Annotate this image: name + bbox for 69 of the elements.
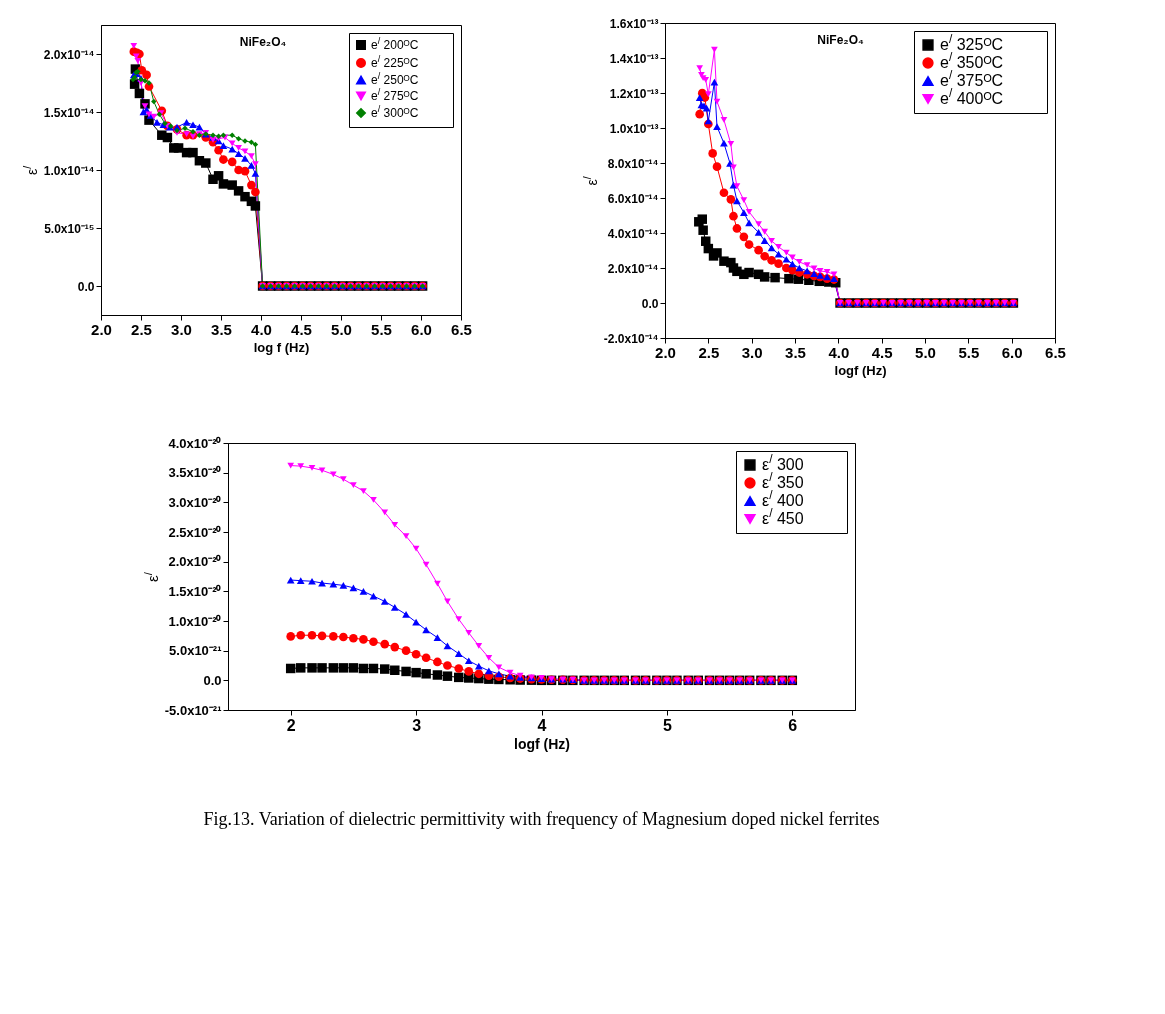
x-tick-label: 5.0 [915, 343, 936, 361]
y-tick-label: 3.5x10⁻²⁰ [168, 465, 222, 481]
y-tick-label: -2.0x10⁻¹⁴ [603, 331, 659, 346]
x-tick-label: 2.5 [698, 343, 720, 361]
x-tick-label: 3.5 [785, 343, 806, 361]
x-tick-label: 3.0 [171, 320, 192, 338]
legend-label: e$^{/}$ 300ᴼC [371, 104, 419, 120]
legend-label: e$^{/}$ 400ᴼC [940, 86, 1004, 107]
x-axis-title: logf (Hz) [834, 362, 887, 378]
y-tick-label: 1.2x10⁻¹³ [609, 86, 659, 101]
x-tick-label: 6.0 [1001, 343, 1023, 361]
x-axis-title: log f (Hz) [253, 339, 310, 355]
legend-label: e$^{/}$ 250ᴼC [371, 71, 419, 87]
y-tick-label: 3.0x10⁻²⁰ [168, 494, 222, 510]
legend-label: ε$^{/}$ 300 [762, 452, 804, 473]
legend-label: e$^{/}$ 375ᴼC [940, 68, 1004, 89]
y-tick-label: 5.0x10⁻²¹ [169, 643, 222, 659]
y-tick-label: 1.4x10⁻¹³ [609, 51, 659, 66]
y-tick-label: 1.0x10⁻²⁰ [168, 613, 222, 629]
x-tick-label: 2 [286, 716, 296, 734]
y-tick-label: 4.0x10⁻¹⁴ [607, 226, 659, 241]
x-tick-label: 2.0 [655, 343, 676, 361]
x-tick-label: 4.5 [291, 320, 312, 338]
x-tick-label: 2.0 [91, 320, 112, 338]
y-tick-label: 8.0x10⁻¹⁴ [607, 156, 659, 171]
x-tick-label: 5 [662, 716, 672, 734]
y-tick-label: 1.5x10⁻²⁰ [168, 583, 222, 599]
legend-label: ε$^{/}$ 350 [762, 470, 804, 491]
y-tick-label: 1.5x10⁻¹⁴ [43, 105, 95, 120]
text: NiFe₂O₄ [239, 35, 287, 49]
caption: Fig.13. Variation of dielectric permittivity with frequency of Magnesium doped nickel ferrites [203, 809, 880, 829]
y-tick-label: 1.0x10⁻¹³ [609, 121, 659, 136]
y-tick-label: 0.0 [77, 279, 95, 294]
y-tick-label: 2.5x10⁻²⁰ [168, 524, 222, 540]
x-tick-label: 5.5 [371, 320, 392, 338]
y-tick-label: 2.0x10⁻¹⁴ [607, 261, 659, 276]
y-tick-label: 2.0x10⁻²⁰ [168, 554, 222, 570]
x-tick-label: 5.0 [331, 320, 352, 338]
y-tick-label: 5.0x10⁻¹⁵ [44, 221, 95, 236]
y-tick-label: 2.0x10⁻¹⁴ [43, 47, 95, 62]
y-tick-label: -5.0x10⁻²¹ [164, 702, 222, 718]
x-tick-label: 4.0 [828, 343, 850, 361]
y-tick-label: 1.0x10⁻¹⁴ [43, 163, 95, 178]
y-tick-label: 6.0x10⁻¹⁴ [607, 191, 659, 206]
x-tick-label: 6.0 [411, 320, 432, 338]
y-tick-label: 0.0 [203, 672, 222, 688]
x-tick-label: 4 [537, 716, 547, 734]
x-axis-title: logf (Hz) [514, 735, 570, 752]
y-tick-label: 4.0x10⁻²⁰ [168, 435, 222, 451]
legend-label: e$^{/}$ 225ᴼC [371, 54, 419, 70]
text: NiFe₂O₄ [817, 33, 864, 47]
x-tick-label: 4.0 [251, 320, 272, 338]
x-tick-label: 3.5 [211, 320, 232, 338]
y-tick-label: 0.0 [641, 296, 659, 311]
x-tick-label: 6.5 [451, 320, 472, 338]
x-tick-label: 6 [788, 716, 798, 734]
x-tick-label: 4.5 [871, 343, 893, 361]
legend-label: e$^{/}$ 200ᴼC [371, 36, 419, 52]
x-tick-label: 6.5 [1045, 343, 1066, 361]
x-tick-label: 2.5 [131, 320, 152, 338]
y-tick-label: 1.6x10⁻¹³ [609, 16, 659, 31]
x-tick-label: 3 [412, 716, 422, 734]
legend-label: ε$^{/}$ 450 [762, 506, 804, 527]
legend-label: e$^{/}$ 325ᴼC [940, 32, 1004, 53]
x-tick-label: 3.0 [741, 343, 763, 361]
legend-label: e$^{/}$ 275ᴼC [371, 87, 419, 103]
legend-label: ε$^{/}$ 400 [762, 488, 804, 509]
legend-label: e$^{/}$ 350ᴼC [940, 50, 1004, 71]
x-tick-label: 5.5 [958, 343, 980, 361]
